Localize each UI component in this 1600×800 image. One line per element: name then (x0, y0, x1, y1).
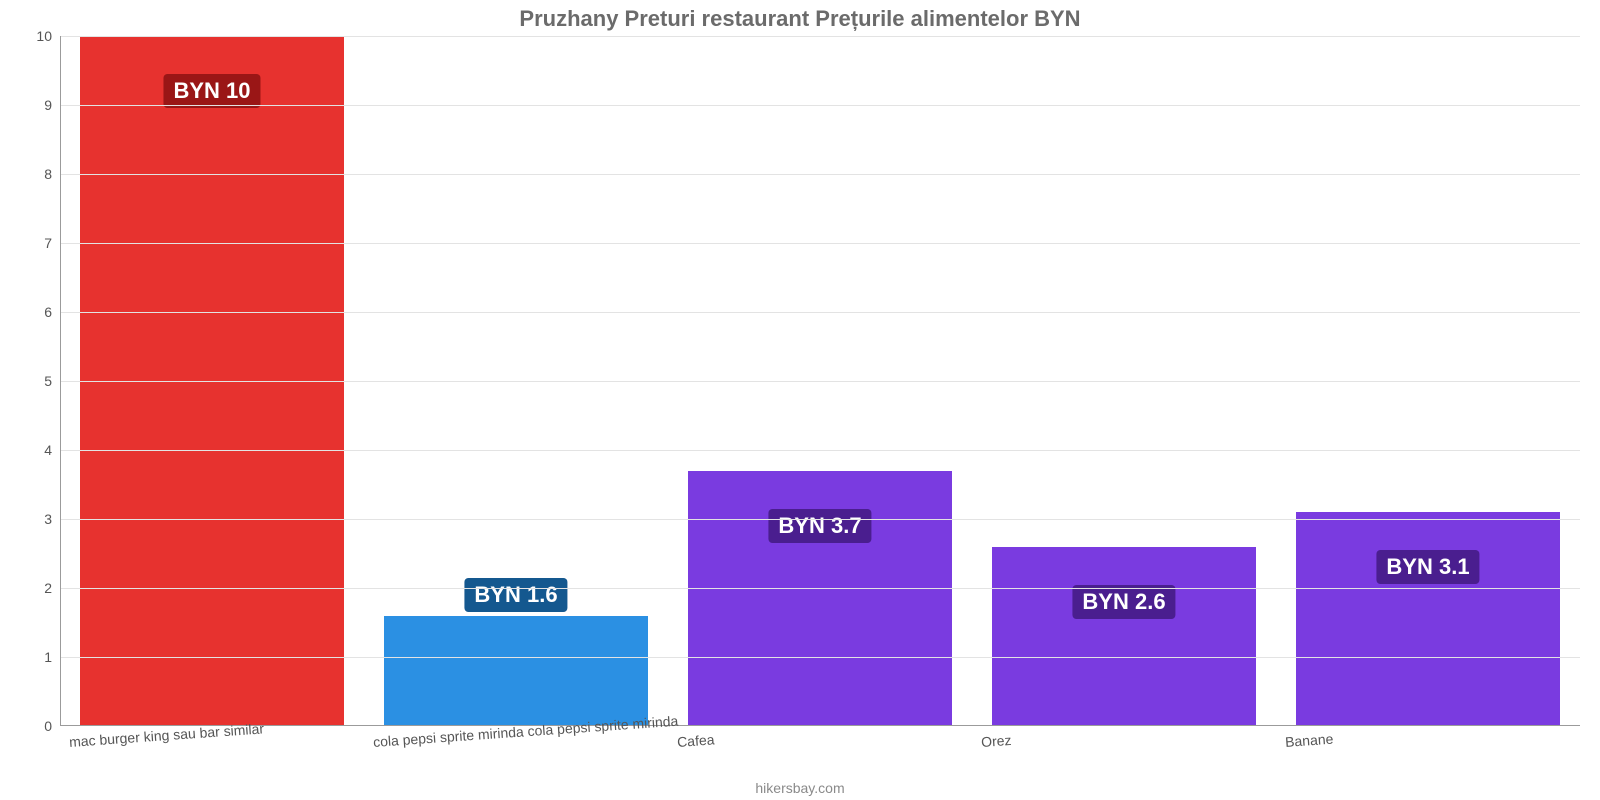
value-label: BYN 2.6 (1072, 585, 1175, 619)
bar: BYN 3.7 (688, 471, 952, 726)
gridline (60, 312, 1580, 313)
gridline (60, 243, 1580, 244)
gridline (60, 657, 1580, 658)
bar: BYN 2.6 (992, 547, 1256, 726)
chart-title: Pruzhany Preturi restaurant Prețurile al… (0, 0, 1600, 32)
footer-credit: hikersbay.com (0, 780, 1600, 796)
y-tick-label: 5 (20, 373, 60, 389)
category-label: Banane (1284, 723, 1334, 750)
category-label: Cafea (676, 723, 715, 750)
value-label: BYN 3.1 (1376, 550, 1479, 584)
gridline (60, 36, 1580, 37)
y-tick-label: 9 (20, 97, 60, 113)
y-tick-label: 4 (20, 442, 60, 458)
y-tick-label: 6 (20, 304, 60, 320)
gridline (60, 588, 1580, 589)
chart-container: Pruzhany Preturi restaurant Prețurile al… (0, 0, 1600, 800)
gridline (60, 519, 1580, 520)
y-tick-label: 1 (20, 649, 60, 665)
bar: BYN 3.1 (1296, 512, 1560, 726)
gridline (60, 381, 1580, 382)
y-tick-label: 7 (20, 235, 60, 251)
gridline (60, 450, 1580, 451)
value-label: BYN 3.7 (768, 509, 871, 543)
y-tick-label: 3 (20, 511, 60, 527)
y-tick-label: 8 (20, 166, 60, 182)
y-tick-label: 0 (20, 718, 60, 734)
y-axis (60, 36, 61, 726)
y-tick-label: 10 (20, 28, 60, 44)
y-tick-label: 2 (20, 580, 60, 596)
category-label: Orez (980, 724, 1012, 750)
value-label: BYN 10 (163, 74, 260, 108)
gridline (60, 174, 1580, 175)
x-axis (60, 725, 1580, 726)
gridline (60, 105, 1580, 106)
value-label: BYN 1.6 (464, 578, 567, 612)
plot-area: BYN 10BYN 1.6BYN 3.7BYN 2.6BYN 3.1 01234… (60, 36, 1580, 726)
